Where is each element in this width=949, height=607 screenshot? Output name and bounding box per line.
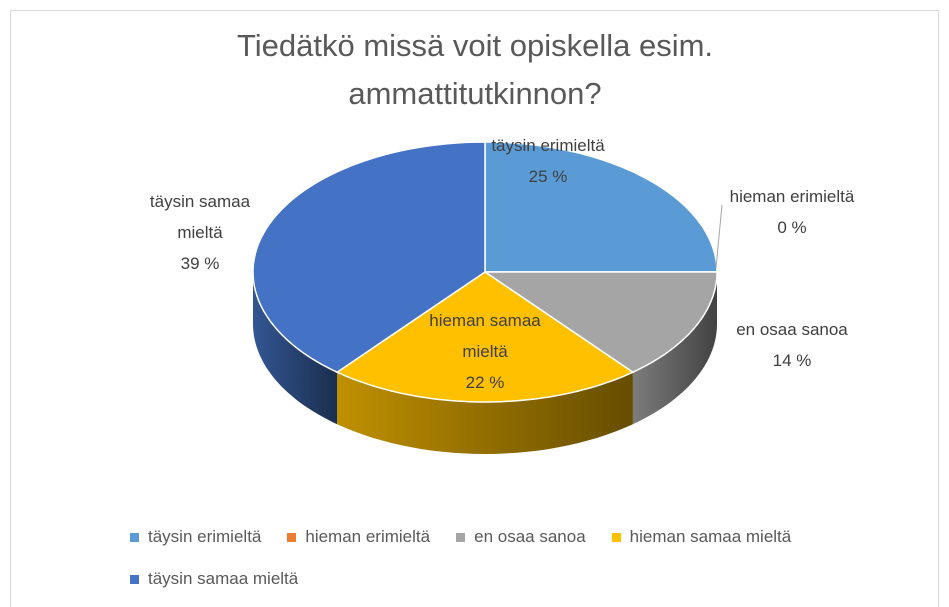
data-label-value: 22 % (465, 373, 505, 392)
data-label-value: 14 % (772, 351, 812, 370)
data-label: hieman erimieltä 0 % (692, 181, 892, 243)
data-label-category: täysin erimieltä (491, 136, 605, 155)
data-label: täysin erimieltä 25 % (448, 130, 648, 192)
legend-item: täysin erimieltä (130, 522, 261, 552)
data-label: hieman samaa mieltä 22 % (420, 305, 550, 398)
chart-frame (10, 10, 939, 607)
legend-item: täysin samaa mieltä (130, 564, 298, 594)
legend-item: en osaa sanoa (456, 522, 586, 552)
slice-side (632, 272, 717, 425)
slice-side (337, 372, 633, 454)
legend-swatch (611, 532, 621, 542)
legend-label: täysin samaa mieltä (148, 569, 299, 588)
data-label: täysin samaa mieltä 39 % (125, 186, 275, 279)
slice (335, 271, 635, 403)
slice (252, 141, 486, 374)
legend-swatch (130, 532, 139, 542)
legend-item: hieman erimieltä (287, 522, 430, 552)
leader-line (715, 204, 723, 269)
legend-label: hieman erimieltä (305, 527, 431, 546)
legend-item: hieman samaa mieltä (611, 522, 792, 552)
legend-label: hieman samaa mieltä (629, 527, 792, 546)
legend-swatch (130, 574, 139, 584)
slice (482, 271, 718, 374)
slice (484, 141, 718, 273)
legend-swatch (287, 532, 297, 542)
data-label-category: en osaa sanoa (736, 320, 848, 339)
data-label: en osaa sanoa 14 % (692, 314, 892, 376)
data-label-value: 39 % (180, 254, 220, 273)
data-label-value: 25 % (528, 167, 568, 186)
slice-side (253, 272, 338, 425)
legend-label: täysin erimieltä (148, 527, 262, 546)
legend: täysin erimieltä hieman erimieltä en osaa … (130, 522, 830, 594)
legend-label: en osaa sanoa (474, 527, 586, 546)
chart-title: Tiedätkö missä voit opiskella esim. amma… (236, 28, 714, 111)
legend-swatch (456, 532, 466, 542)
data-label-category: hieman samaa mieltä (429, 311, 541, 361)
data-label-value: 0 % (777, 218, 807, 237)
data-label-category: täysin samaa mieltä (149, 192, 251, 242)
data-label-category: hieman erimieltä (729, 187, 855, 206)
